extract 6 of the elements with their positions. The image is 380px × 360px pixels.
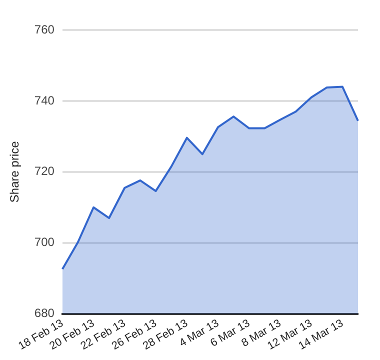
y-tick-label: 700	[34, 235, 55, 250]
y-axis-title: Share price	[8, 140, 22, 203]
y-tick-label: 760	[34, 22, 55, 36]
y-tick-label: 720	[34, 164, 55, 178]
y-tick-label: 740	[34, 93, 55, 108]
y-tick-label: 680	[34, 306, 55, 320]
